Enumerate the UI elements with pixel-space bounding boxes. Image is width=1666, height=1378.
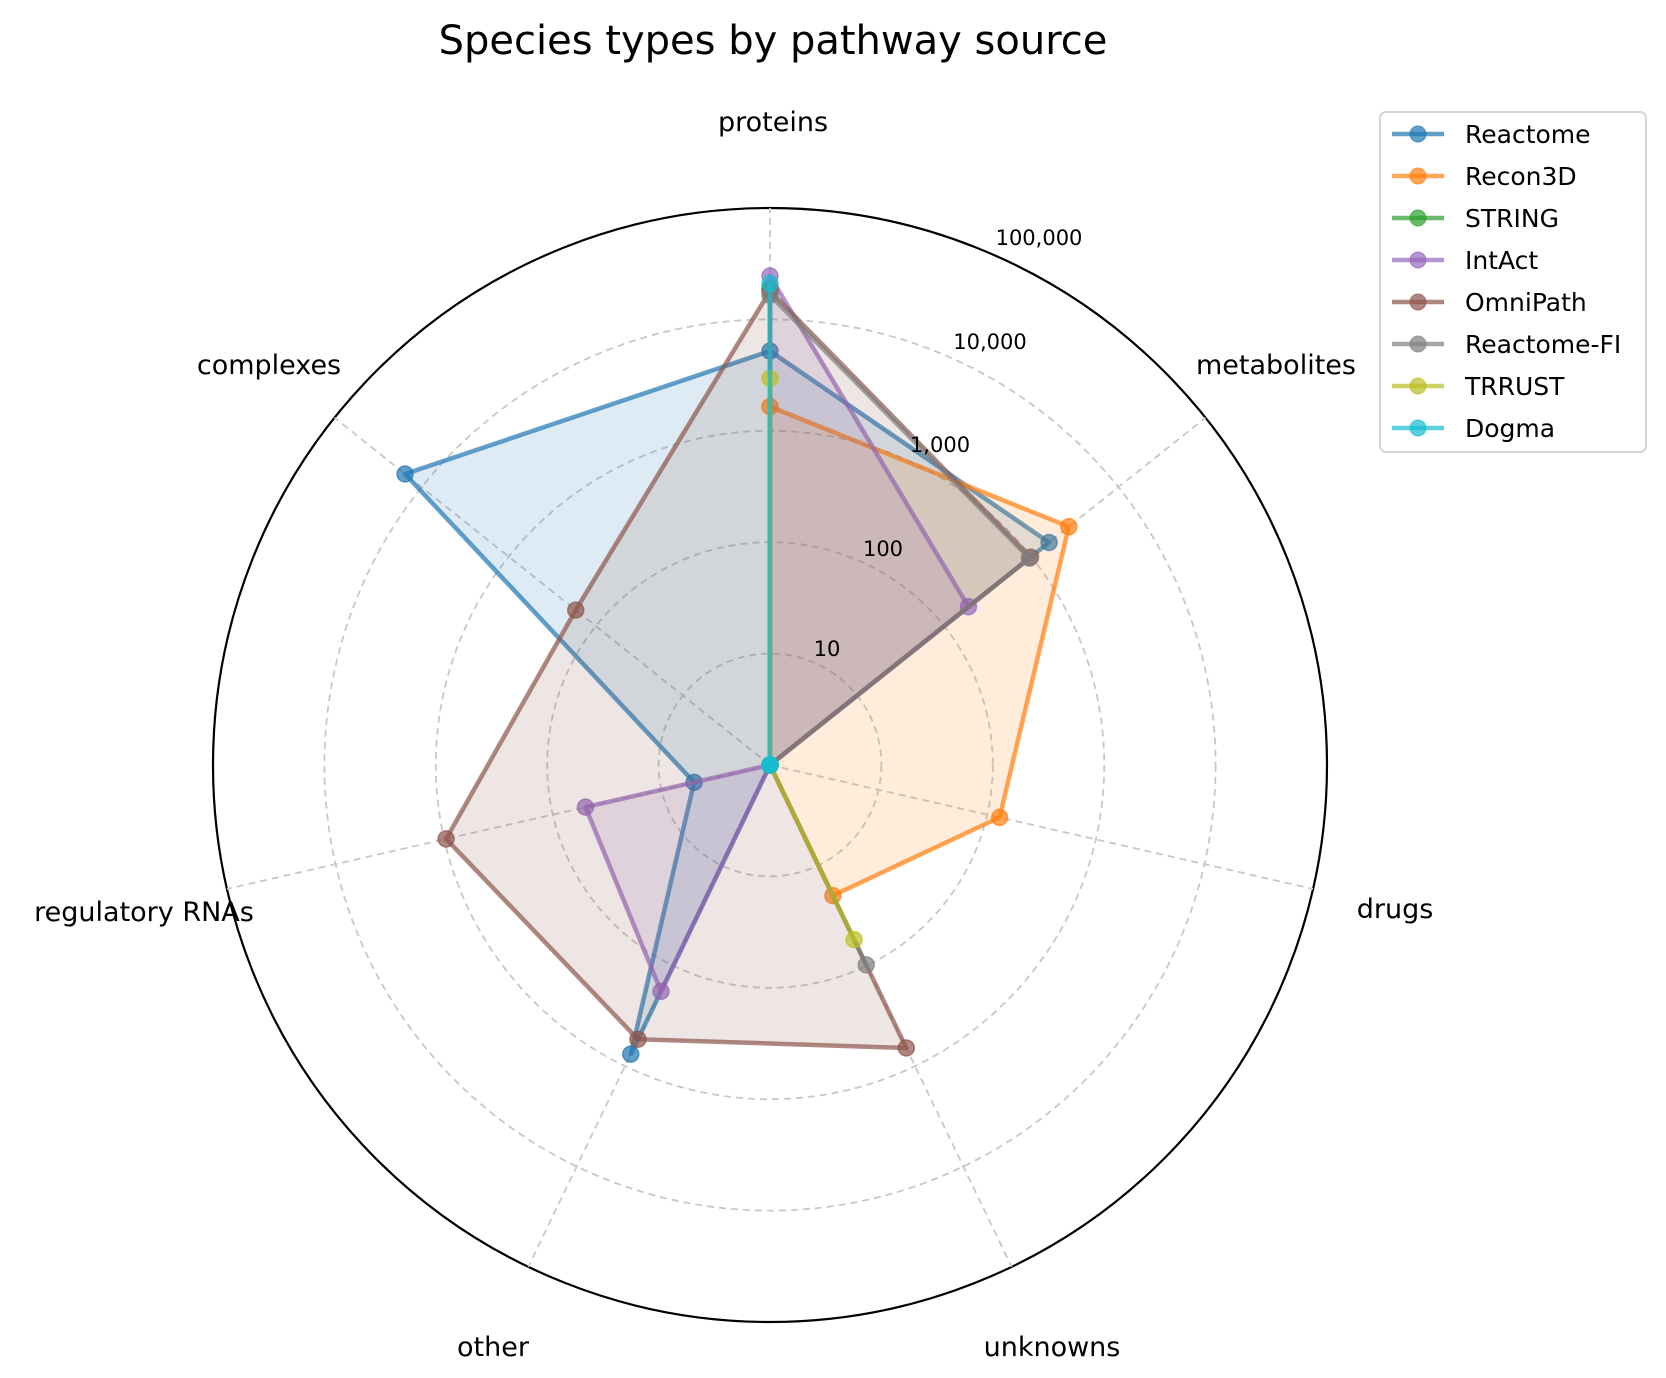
data-point [761,274,779,293]
radial-tick-label: 10 [814,637,841,661]
legend-marker [1409,251,1427,269]
axis-label: complexes [197,350,341,381]
grid-circle [657,652,883,878]
radial-tick-label: 1,000 [910,433,970,457]
data-point [622,1045,640,1063]
axis-label: drugs [1357,894,1434,925]
legend-marker [1409,419,1427,437]
grid-circle [323,318,1217,1212]
legend: Reactome Recon3D STRING IntAct OmniPath React… [1379,111,1647,453]
data-point [566,601,585,619]
data-point [761,756,779,774]
data-point [845,930,863,949]
legend-item: STRING [1392,204,1559,233]
data-point [629,1030,647,1048]
legend-label: STRING [1465,204,1559,233]
legend-label: Recon3D [1465,162,1577,191]
chart-title: Species types by pathway source [439,18,1108,64]
data-point [1040,533,1058,552]
data-point [990,808,1009,827]
radial-tick-label: 100 [863,537,903,561]
legend-marker [1409,209,1427,227]
radial-tick-label: 100,000 [996,226,1083,250]
axis-label: regulatory RNAs [34,897,254,928]
legend-label: IntAct [1465,246,1538,275]
legend-marker [1409,335,1427,353]
series-fill [405,351,1050,1055]
series-dogma [761,274,779,774]
legend-marker [1409,293,1427,311]
series-fill [585,276,969,992]
legend-marker [1409,125,1427,143]
series-layer [396,267,1078,1063]
data-point [857,956,875,974]
legend-marker [1409,167,1427,185]
axis-spoke [333,417,771,766]
legend-label: Dogma [1465,414,1555,443]
series-fill [770,406,1069,896]
legend-item: IntAct [1392,246,1538,275]
legend-item: OmniPath [1392,288,1587,317]
axis-spoke [226,764,771,890]
legend-label: Reactome-FI [1465,330,1621,359]
legend-label: TRRUST [1464,372,1565,401]
data-point [652,982,670,1001]
legend-label: Reactome [1465,120,1591,149]
axis-label: proteins [718,107,828,138]
data-point [1060,517,1078,536]
axis-label: unknowns [984,1332,1121,1363]
axis-spoke [769,764,1314,890]
series-fill [446,291,1031,1048]
axis-label: metabolites [1196,350,1356,381]
axis-label: other [457,1332,530,1363]
legend-item: Reactome [1392,120,1591,149]
radial-tick-label: 10,000 [953,330,1026,354]
legend-item: TRRUST [1392,372,1565,401]
legend-label: OmniPath [1465,288,1587,317]
legend-item: Recon3D [1392,162,1577,191]
data-point [576,798,595,816]
legend-marker [1409,377,1427,395]
data-point [1020,549,1039,567]
data-point [437,830,455,848]
legend-item: Dogma [1392,414,1555,443]
legend-item: Reactome-FI [1392,330,1621,359]
legend-box [1379,111,1647,453]
data-point [897,1039,916,1057]
axis-labels: proteins metabolites drugs unknowns other reg… [34,107,1433,1363]
radial-tick-labels: 10 100 1,000 10,000 100,000 [814,226,1083,661]
data-point [396,465,414,483]
